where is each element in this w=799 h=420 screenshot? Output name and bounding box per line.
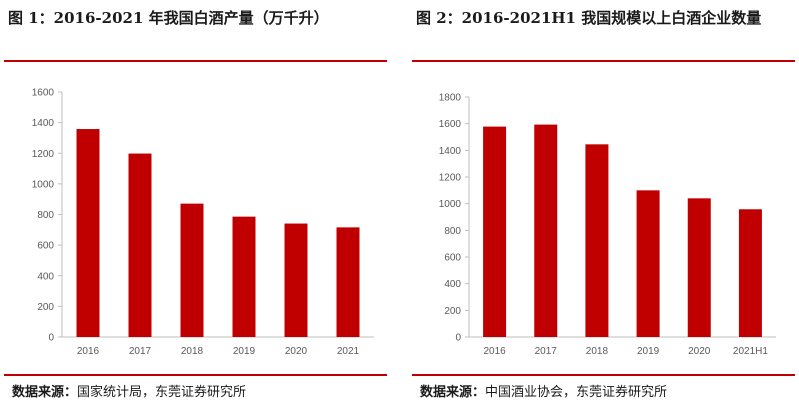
y-tick-label: 400 xyxy=(37,271,54,282)
x-tick-label: 2016 xyxy=(77,346,100,357)
bar-2021H1 xyxy=(738,209,762,337)
figure-1-top-rule xyxy=(4,60,387,62)
y-tick-label: 800 xyxy=(37,210,54,221)
y-tick-label: 1600 xyxy=(439,119,462,130)
y-tick-label: 1000 xyxy=(439,199,462,210)
y-tick-label: 400 xyxy=(444,279,461,290)
bar-2019 xyxy=(232,216,256,337)
y-tick-label: 1800 xyxy=(439,93,462,104)
y-tick-label: 1200 xyxy=(32,149,55,160)
figure-2-source: 数据来源：中国酒业协会，东莞证券研究所 xyxy=(420,381,667,400)
x-tick-label: 2017 xyxy=(129,346,152,357)
figure-1-bottom-rule xyxy=(4,374,387,376)
y-tick-label: 1400 xyxy=(439,146,462,157)
x-tick-label: 2021H1 xyxy=(733,346,768,357)
x-tick-label: 2018 xyxy=(586,346,609,357)
x-tick-label: 2019 xyxy=(233,346,256,357)
y-tick-label: 600 xyxy=(444,253,461,264)
y-tick-label: 800 xyxy=(444,226,461,237)
figure-1-bar-chart: 0 200 400 600 800 1000 1200 1400 1600 2016 2017 201… xyxy=(32,88,374,357)
y-tick-label: 1400 xyxy=(32,118,55,129)
figure-1-panel: 图 1：2016-2021 年我国白酒产量（万千升） 0 200 400 600 800… xyxy=(4,0,387,420)
bar-2016 xyxy=(76,129,100,337)
y-tick-label: 0 xyxy=(455,333,461,344)
bar-2019 xyxy=(636,190,660,337)
figure-1-source-label: 数据来源： xyxy=(12,385,78,400)
x-tick-label: 2021 xyxy=(337,346,360,357)
bar-2021 xyxy=(336,227,360,337)
x-tick-label: 2018 xyxy=(181,346,204,357)
bar-2018 xyxy=(180,203,204,337)
bar-2017 xyxy=(128,153,152,337)
figure-2-bottom-rule xyxy=(412,374,795,376)
x-tick-label: 2020 xyxy=(688,346,711,357)
bar-2017 xyxy=(534,124,558,337)
bar-2016 xyxy=(483,126,507,337)
figure-1-title: 图 1：2016-2021 年我国白酒产量（万千升） xyxy=(8,9,329,27)
y-tick-label: 0 xyxy=(48,333,54,344)
y-tick-label: 1600 xyxy=(32,88,55,99)
bar-2020 xyxy=(687,198,711,337)
figure-2-title: 图 2：2016-2021H1 我国规模以上白酒企业数量 xyxy=(416,9,762,27)
figure-2-source-text: 中国酒业协会，东莞证券研究所 xyxy=(485,385,668,400)
x-tick-label: 2016 xyxy=(483,346,506,357)
bar-2020 xyxy=(284,223,308,337)
figure-2-source-label: 数据来源： xyxy=(420,385,486,400)
y-tick-label: 1000 xyxy=(32,179,55,190)
y-tick-label: 600 xyxy=(37,241,54,252)
x-tick-label: 2017 xyxy=(535,346,558,357)
y-tick-label: 200 xyxy=(444,306,461,317)
figure-1-source-text: 国家统计局，东莞证券研究所 xyxy=(77,385,247,400)
bar-2018 xyxy=(585,144,609,337)
figure-2-panel: 图 2：2016-2021H1 我国规模以上白酒企业数量 0 200 400 600 8… xyxy=(412,0,795,420)
figure-2-top-rule xyxy=(412,60,795,62)
y-tick-label: 1200 xyxy=(439,173,462,184)
figure-1-source: 数据来源：国家统计局，东莞证券研究所 xyxy=(12,381,246,400)
x-tick-label: 2019 xyxy=(637,346,660,357)
x-tick-label: 2020 xyxy=(285,346,308,357)
y-tick-label: 200 xyxy=(37,302,54,313)
figure-2-bar-chart: 0 200 400 600 800 1000 1200 1400 1600 1800 2016 201… xyxy=(439,93,776,357)
